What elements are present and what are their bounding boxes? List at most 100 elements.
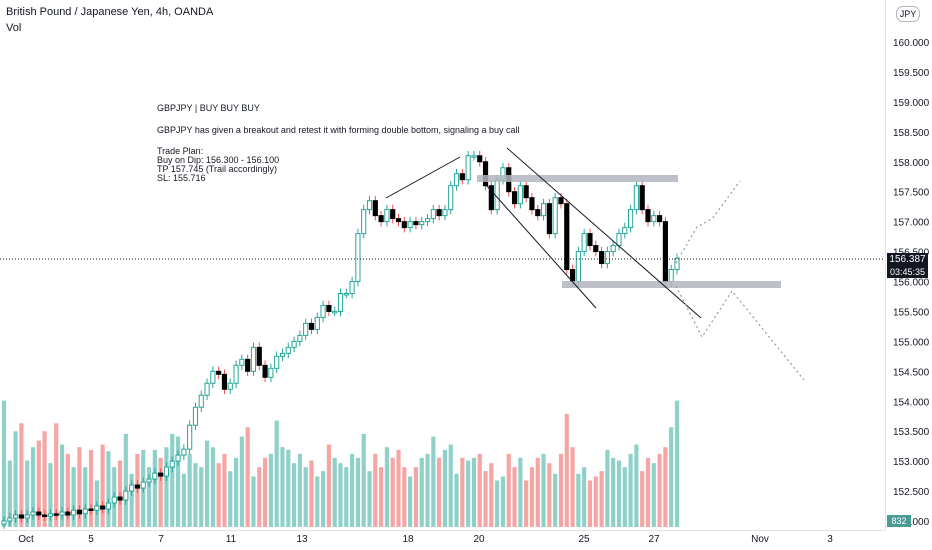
volume-bar bbox=[582, 467, 587, 527]
candle-body bbox=[657, 215, 663, 223]
x-tick-label: 25 bbox=[578, 534, 590, 545]
volume-bar bbox=[152, 449, 157, 527]
volume-value-tag: 832 bbox=[887, 515, 911, 527]
volume-bar bbox=[587, 480, 593, 527]
volume-bar bbox=[222, 453, 227, 527]
candle-body bbox=[366, 200, 373, 211]
volume-bar bbox=[106, 451, 111, 527]
candle-body bbox=[24, 514, 30, 519]
x-tick-label: 3 bbox=[827, 534, 833, 545]
volume-bar bbox=[71, 467, 76, 527]
volume-bar bbox=[466, 460, 471, 527]
candle-body bbox=[390, 209, 396, 220]
candle-body bbox=[233, 364, 239, 384]
volume-bar bbox=[477, 453, 482, 527]
candle-body bbox=[413, 221, 419, 226]
candle-body bbox=[105, 502, 112, 510]
time-axis-separator bbox=[0, 530, 885, 531]
candle-body bbox=[622, 227, 628, 235]
candle-body bbox=[477, 155, 483, 163]
x-tick-label: Nov bbox=[751, 534, 769, 545]
volume-bar bbox=[13, 431, 18, 527]
channel-lower-line bbox=[486, 185, 597, 309]
volume-bar bbox=[321, 471, 326, 527]
candle-body bbox=[668, 269, 674, 282]
volume-bar bbox=[123, 433, 128, 527]
candle-body bbox=[210, 370, 216, 384]
candle-body bbox=[349, 281, 355, 294]
volume-bar bbox=[164, 447, 169, 527]
candle-body bbox=[511, 191, 518, 205]
y-tick-label: 158.500 bbox=[893, 128, 930, 139]
trade-plan-entry: Buy on Dip: 156.300 - 156.100 bbox=[157, 155, 280, 165]
candle-body bbox=[140, 481, 146, 489]
candle-body bbox=[540, 203, 547, 217]
candle-body bbox=[53, 513, 59, 516]
support-zone bbox=[562, 281, 781, 288]
candle-body bbox=[268, 367, 274, 378]
volume-legend[interactable]: Vol bbox=[6, 22, 22, 34]
volume-bar bbox=[59, 444, 65, 527]
candle-body bbox=[123, 490, 129, 501]
candle-body bbox=[221, 373, 228, 390]
y-tick-label: 152.000 bbox=[893, 517, 930, 528]
volume-bar bbox=[384, 447, 390, 527]
volume-bar bbox=[460, 457, 465, 527]
volume-bar bbox=[547, 463, 552, 527]
candle-body bbox=[459, 173, 465, 181]
volume-bar bbox=[524, 480, 529, 527]
volume-bar bbox=[181, 473, 186, 527]
candle-body bbox=[662, 221, 668, 282]
volume-bar bbox=[379, 467, 384, 527]
volume-bar bbox=[175, 436, 181, 527]
candle-body bbox=[192, 406, 199, 426]
volume-bar bbox=[651, 463, 656, 527]
volume-bar bbox=[268, 453, 273, 527]
candle-body bbox=[343, 292, 349, 296]
candle-body bbox=[517, 185, 523, 205]
symbol-title[interactable]: British Pound / Japanese Yen, 4h, OANDA bbox=[6, 6, 214, 18]
candle-body bbox=[575, 251, 581, 282]
x-tick-label: 13 bbox=[296, 534, 308, 545]
volume-bar bbox=[228, 471, 233, 527]
y-tick-label: 155.500 bbox=[893, 307, 930, 318]
y-tick-label: 156.000 bbox=[893, 278, 930, 289]
volume-bar bbox=[437, 457, 442, 527]
trade-plan-target: TP 157.745 (Trail accordingly) bbox=[157, 164, 278, 174]
candle-body bbox=[384, 209, 390, 223]
y-tick-label: 155.000 bbox=[893, 337, 930, 348]
candle-body bbox=[76, 509, 83, 515]
volume-bar bbox=[657, 453, 662, 527]
candle-body bbox=[529, 197, 535, 211]
candle-body bbox=[395, 218, 402, 223]
candle-body bbox=[198, 394, 204, 408]
candle-body bbox=[610, 245, 616, 253]
volume-bar bbox=[286, 449, 291, 527]
volume-bar bbox=[570, 447, 575, 527]
candle-body bbox=[204, 382, 210, 396]
volume-bar bbox=[48, 463, 53, 527]
volume-bar bbox=[280, 447, 285, 527]
candle-body bbox=[1, 520, 7, 525]
volume-bar bbox=[7, 460, 12, 527]
candle-body bbox=[169, 460, 175, 468]
candle-body bbox=[645, 209, 651, 223]
x-tick-label: 27 bbox=[648, 534, 660, 545]
currency-badge[interactable]: JPY bbox=[896, 6, 920, 22]
volume-bar bbox=[100, 444, 105, 527]
candle-body bbox=[100, 505, 106, 510]
candle-body bbox=[227, 382, 233, 390]
candle-body bbox=[82, 508, 88, 515]
volume-bar bbox=[158, 457, 163, 527]
volume-bar bbox=[518, 457, 523, 527]
candle-body bbox=[320, 304, 326, 318]
volume-bar bbox=[495, 480, 500, 527]
candle-body bbox=[355, 233, 361, 283]
candle-body bbox=[71, 509, 77, 516]
candle-body bbox=[245, 358, 251, 372]
candle-body bbox=[13, 514, 19, 519]
volume-bar bbox=[634, 444, 639, 527]
y-tick-label: 154.500 bbox=[893, 367, 930, 378]
volume-bar bbox=[419, 457, 424, 527]
